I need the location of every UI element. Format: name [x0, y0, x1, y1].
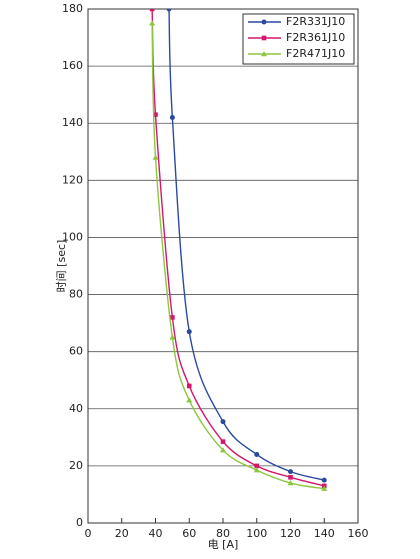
series-line [151, 9, 325, 487]
y-tick-label: 60 [69, 345, 83, 358]
series-line [151, 23, 325, 490]
x-tick-label: 40 [149, 527, 163, 540]
legend-label: F2R331J10 [286, 15, 345, 28]
y-tick-label: 40 [69, 402, 83, 415]
marker [169, 115, 175, 121]
y-tick-label: 120 [62, 173, 83, 186]
x-axis-label: 电 [A] [208, 538, 239, 551]
marker [254, 463, 260, 469]
x-tick-label: 140 [314, 527, 335, 540]
legend-label: F2R471J10 [286, 47, 345, 60]
marker [254, 451, 260, 457]
marker [149, 9, 155, 12]
marker [152, 154, 159, 160]
marker [186, 383, 192, 389]
y-tick-label: 140 [62, 116, 83, 129]
plot-area [149, 9, 328, 491]
y-tick-label: 0 [76, 516, 83, 529]
marker [288, 475, 293, 480]
marker [186, 397, 193, 403]
marker [153, 112, 158, 117]
marker [253, 467, 260, 473]
x-tick-label: 120 [280, 527, 301, 540]
x-tick-label: 80 [216, 527, 230, 540]
marker [220, 447, 226, 453]
legend-label: F2R361J10 [286, 31, 345, 44]
marker [261, 19, 267, 25]
marker [220, 419, 226, 425]
plot-frame [87, 8, 359, 524]
marker [288, 469, 293, 475]
marker [287, 480, 294, 486]
y-tick-label: 80 [69, 288, 83, 301]
y-tick-label: 180 [62, 2, 83, 15]
series-line [168, 9, 325, 481]
marker [186, 329, 192, 335]
y-tick-label: 20 [69, 459, 83, 472]
x-tick-label: 60 [182, 527, 196, 540]
marker [170, 315, 175, 320]
x-tick-label: 100 [246, 527, 267, 540]
marker [321, 485, 328, 491]
marker [261, 35, 267, 41]
y-tick-label: 100 [62, 230, 83, 243]
marker [261, 51, 267, 57]
y-tick-label: 160 [62, 59, 83, 72]
marker [169, 334, 176, 340]
marker [220, 439, 226, 444]
x-tick-label: 160 [348, 527, 369, 540]
marker [321, 477, 327, 483]
marker [149, 20, 156, 26]
y-axis-label: 时间 [sec] [55, 240, 68, 293]
x-tick-label: 0 [85, 527, 92, 540]
marker [166, 9, 172, 12]
x-tick-label: 20 [115, 527, 129, 540]
